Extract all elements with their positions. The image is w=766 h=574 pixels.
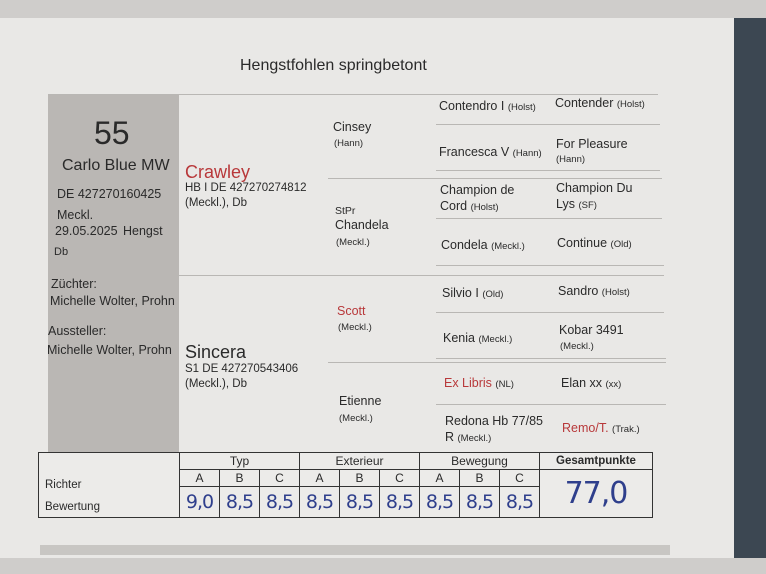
score-cell: 8,5 [259,486,300,518]
exhibitor-name: Michelle Wolter, Prohn [47,343,172,357]
judge-header: A [179,469,220,487]
grandsire-maternal-reg: (Meckl.) [338,322,372,333]
ancestor-gen4: Kobar 3491 [559,323,624,337]
ancestor-gen3-cont: Cord (Holst) [440,199,499,213]
foal-birthdate: 29.05.2025 [55,224,118,238]
ancestor-gen4: For Pleasure [556,137,628,151]
total-score: 77,0 [539,469,653,518]
judge-header: B [219,469,260,487]
ancestor-gen4-reg: (Meckl.) [560,341,594,352]
foal-name: Carlo Blue MW [62,157,170,174]
foal-breed: Meckl. [57,208,94,222]
foal-ueln: DE 427270160425 [57,187,162,201]
dam-breed: (Meckl.), Db [185,378,247,390]
breeder-name: Michelle Wolter, Prohn [50,294,175,308]
foal-color: Db [54,246,69,258]
score-cell: 8,5 [419,486,460,518]
granddam-paternal-reg: (Meckl.) [336,237,370,248]
grandsire-paternal-reg: (Hann) [334,138,364,149]
ancestor-gen3: Contendro I (Holst) [439,99,536,113]
judges-label: Richter [45,479,82,491]
ancestor-gen3: Kenia (Meckl.) [443,331,513,345]
catalog-number: 55 [94,115,130,151]
judge-header: A [419,469,460,487]
judge-header: A [299,469,340,487]
judge-header: B [339,469,380,487]
foal-sex: Hengst [123,224,163,238]
ancestor-gen3: Redona Hb 77/85 [445,414,543,428]
score-cell: 9,0 [179,486,220,518]
ancestor-gen3: Ex Libris (NL) [444,376,514,390]
group-bewegung: Bewegung [419,452,540,470]
ancestor-gen3: Francesca V (Hann) [439,145,542,159]
score-table: Richter Bewertung Typ Exterieur Bewegung… [38,452,653,518]
ancestor-gen3-cont: R (Meckl.) [445,430,492,444]
rating-label: Bewertung [45,501,100,513]
sire-name: Crawley [185,162,251,182]
ancestor-gen4: Elan xx (xx) [561,376,622,390]
total-label: Gesamtpunkte [539,452,653,470]
score-cell: 8,5 [219,486,260,518]
score-cell: 8,5 [499,486,540,518]
judge-header: C [499,469,540,487]
ancestor-gen4: Sandro (Holst) [558,284,630,298]
score-cell: 8,5 [299,486,340,518]
grandsire-maternal: Scott [337,304,366,318]
next-entry-edge [40,545,670,555]
ancestor-gen4: Remo/T. (Trak.) [562,421,640,435]
sire-ueln: HB I DE 427270274812 [185,182,307,194]
group-exterieur: Exterieur [299,452,420,470]
ancestor-gen4-cont: Lys (SF) [556,197,597,211]
ancestor-gen4: Champion Du [556,181,633,195]
granddam-paternal-prefix: StPr [335,205,356,217]
ancestor-gen4: Contender (Holst) [555,96,645,110]
group-typ: Typ [179,452,300,470]
judge-header: C [259,469,300,487]
granddam-paternal: Chandela [335,218,389,232]
ancestor-gen3: Condela (Meckl.) [441,238,525,252]
ancestor-gen3: Silvio I (Old) [442,286,504,300]
breeder-label: Züchter: [51,277,97,291]
score-cell: 8,5 [459,486,500,518]
grandsire-paternal: Cinsey [333,120,372,134]
dam-ueln: S1 DE 427270543406 [185,363,299,375]
exhibitor-label: Aussteller: [48,324,107,338]
ancestor-gen4: Continue (Old) [557,236,632,250]
score-cell: 8,5 [339,486,380,518]
granddam-maternal: Etienne [339,394,382,408]
judge-header: C [379,469,420,487]
judge-header: B [459,469,500,487]
score-cell: 8,5 [379,486,420,518]
granddam-maternal-reg: (Meckl.) [339,413,373,424]
sire-breed: (Meckl.), Db [185,197,247,209]
ancestor-gen3: Champion de [440,183,515,197]
foal-info-panel [48,95,179,453]
page-title: Hengstfohlen springbetont [240,57,427,74]
background-strip [734,18,766,558]
dam-name: Sincera [185,342,247,362]
ancestor-gen4-reg: (Hann) [556,154,586,165]
